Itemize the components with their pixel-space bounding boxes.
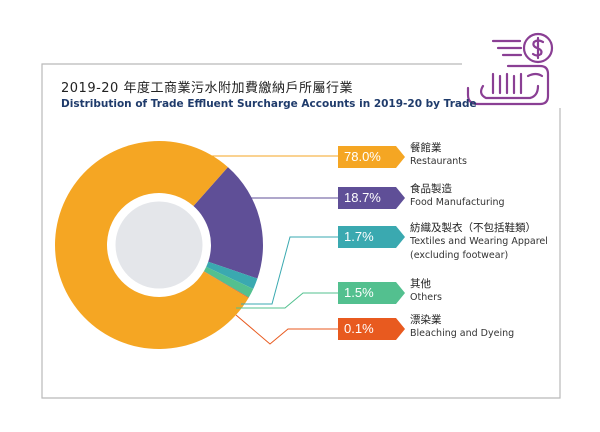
label-chinese: 其他 (410, 278, 431, 290)
value-badge: 78.0% (338, 146, 405, 168)
leader-line-bleaching (235, 314, 338, 345)
donut-center (110, 196, 208, 294)
label-chinese: 漂染業 (410, 314, 442, 326)
slice-textiles (206, 261, 258, 289)
value-badge: 1.7% (338, 226, 405, 248)
slice-others (203, 266, 254, 298)
label-english: Food Manufacturing (410, 197, 505, 208)
legend-label: 漂染業 Bleaching and Dyeing (410, 313, 514, 341)
value-badge: 18.7% (338, 187, 405, 209)
legend-label: 紡織及製衣（不包括鞋類） Textiles and Wearing Apparel… (410, 221, 548, 263)
slice-bleaching (203, 271, 249, 299)
slice-restaurants (55, 141, 249, 349)
label-chinese: 食品製造 (410, 183, 452, 195)
label-english: (excluding footwear) (410, 250, 509, 261)
label-english: Others (410, 292, 442, 303)
card-frame (41, 63, 561, 399)
chart-title-chinese: 2019-20 年度工商業污水附加費繳納戶所屬行業 (61, 81, 353, 96)
legend-label: 其他 Others (410, 277, 442, 305)
value-badge: 1.5% (338, 282, 405, 304)
coin-conveyor-icon (466, 32, 554, 106)
leader-line-others (236, 292, 338, 309)
legend-label: 餐館業 Restaurants (410, 141, 467, 169)
value-badge: 0.1% (338, 318, 405, 340)
donut-chart (55, 141, 263, 349)
label-english: Bleaching and Dyeing (410, 328, 515, 339)
label-chinese: 紡織及製衣（不包括鞋類） (410, 222, 536, 234)
label-chinese: 餐館業 (410, 142, 442, 154)
leader-lines (205, 155, 338, 345)
chart-title-english: Distribution of Trade Effluent Surcharge… (61, 98, 477, 110)
label-english: Restaurants (410, 156, 467, 167)
slice-food (193, 167, 263, 279)
legend-label: 食品製造 Food Manufacturing (410, 182, 505, 210)
leader-line-textiles (241, 236, 338, 305)
label-english: Textiles and Wearing Apparel (410, 236, 548, 247)
